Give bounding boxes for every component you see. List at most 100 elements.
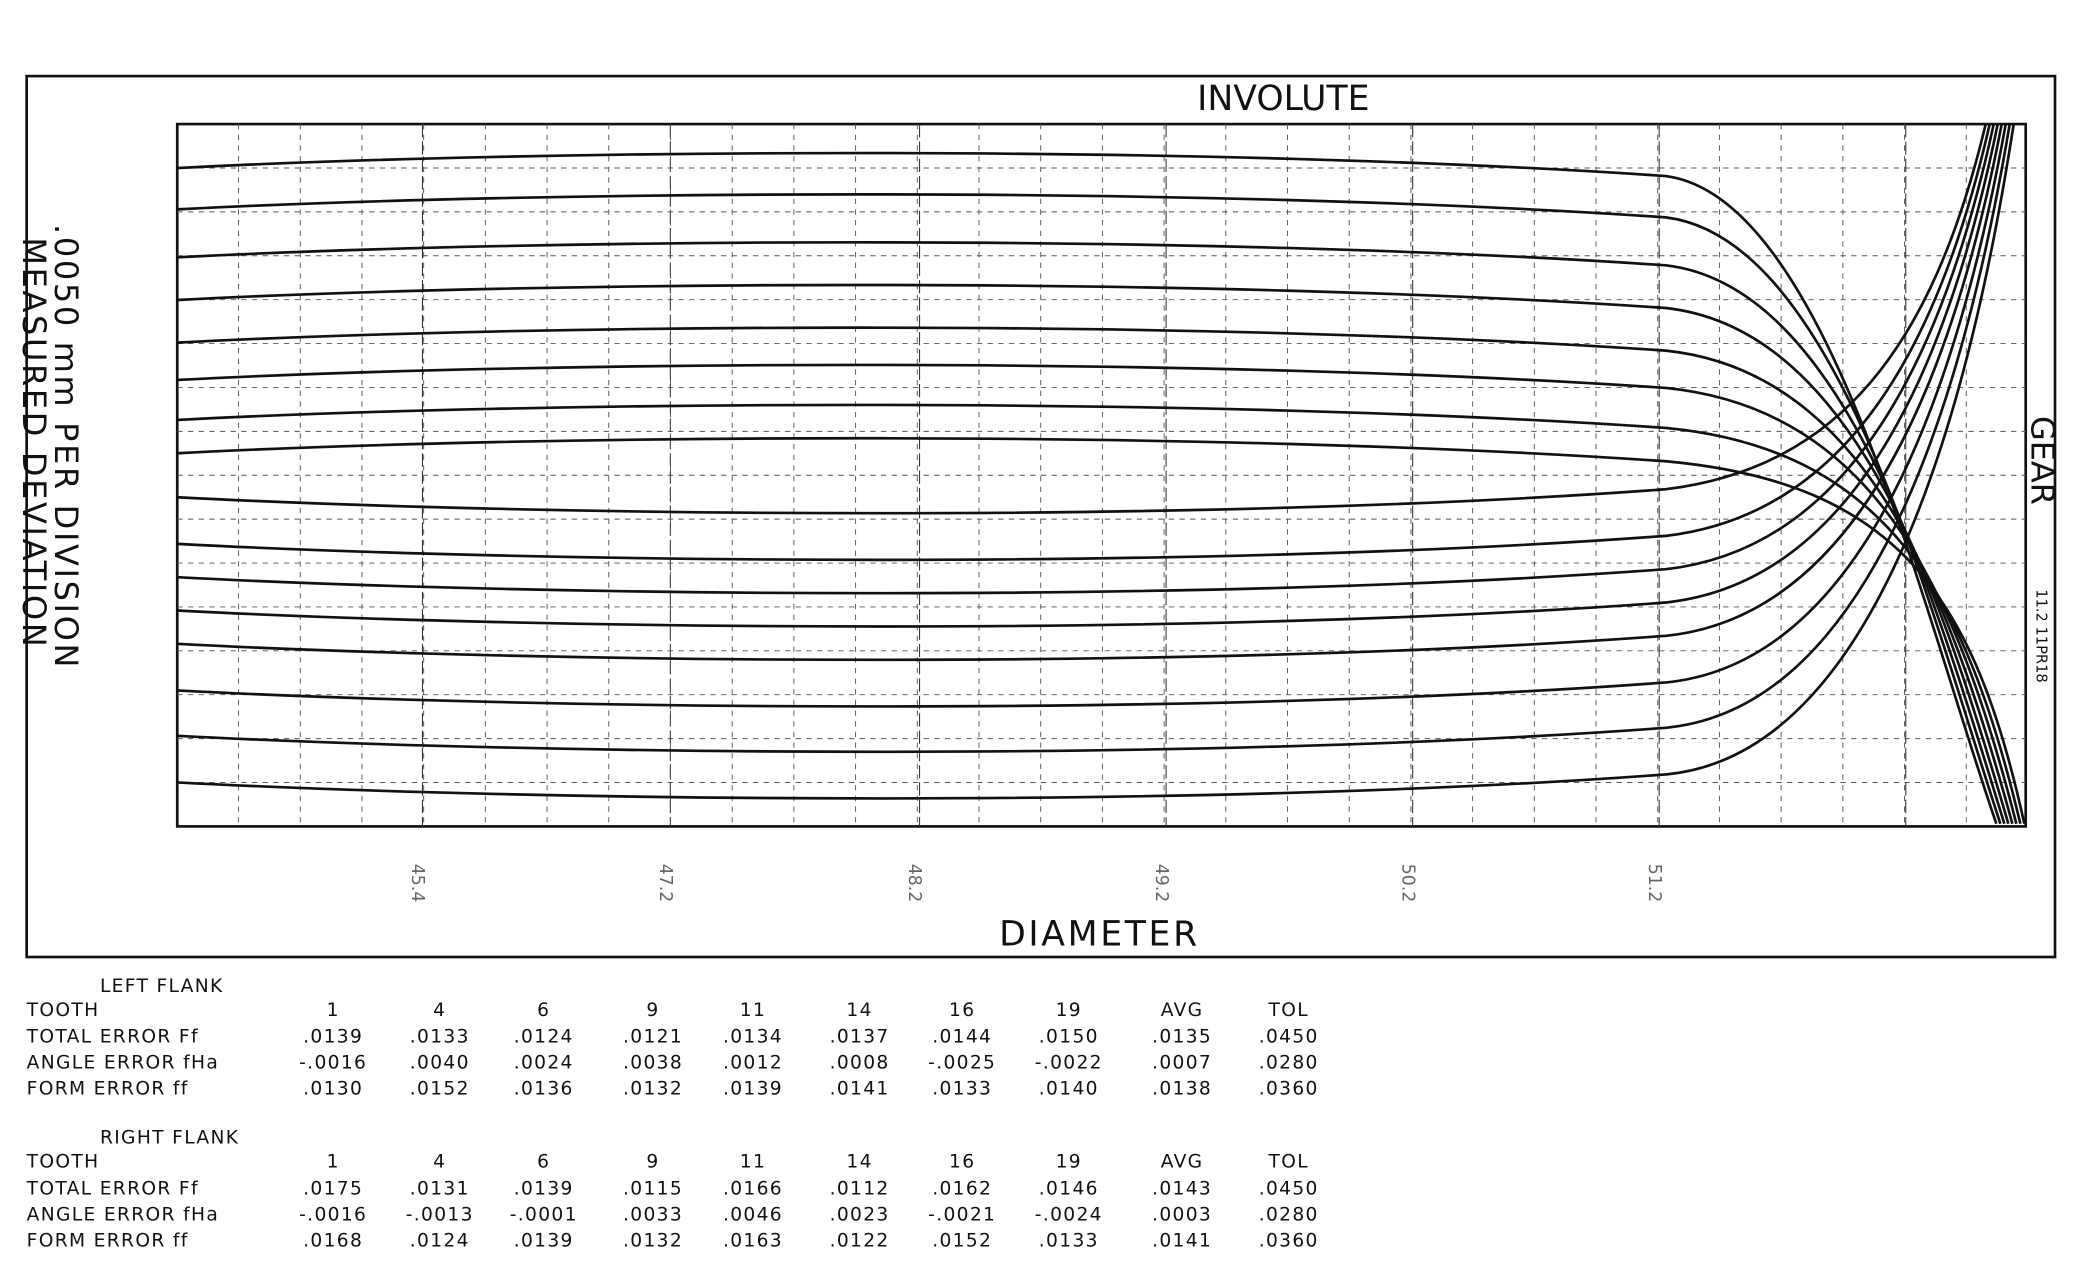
table-cell: .0131 xyxy=(410,1178,470,1199)
table-header: TOL xyxy=(1267,1000,1308,1021)
table-header: 11 xyxy=(740,1000,766,1021)
x-tick-label: 51.2 xyxy=(1644,864,1664,903)
table-header: 9 xyxy=(646,1152,659,1173)
table-cell: TOTAL ERROR Ff xyxy=(26,1026,199,1047)
table-cell: .0112 xyxy=(830,1178,890,1199)
trace xyxy=(177,123,1992,562)
traces xyxy=(177,123,2026,825)
table-cell: -.0013 xyxy=(406,1204,474,1225)
table-cell: FORM ERROR ff xyxy=(27,1078,189,1099)
table-cell: .0121 xyxy=(623,1026,683,1047)
table-header: 4 xyxy=(433,1152,446,1173)
table-cell: .0150 xyxy=(1039,1026,1099,1047)
table-cell: .0146 xyxy=(1039,1178,1099,1199)
table-cell: ANGLE ERROR fHa xyxy=(27,1052,219,1073)
table-cell: -.0025 xyxy=(928,1052,996,1073)
table-header: 14 xyxy=(846,1000,872,1021)
table-cell: .0124 xyxy=(410,1230,470,1251)
x-label: DIAMETER xyxy=(999,915,1200,955)
x-tick-label: 45.4 xyxy=(407,864,427,903)
table-cell: .0046 xyxy=(723,1204,783,1225)
side-label: GEAR xyxy=(2023,416,2061,505)
table-cell: .0136 xyxy=(514,1078,574,1099)
table-cell: -.0024 xyxy=(1035,1204,1103,1225)
table-cell: .0168 xyxy=(303,1230,363,1251)
x-ticks: 45.4 47.2 48.2 49.2 50.2 51.2 xyxy=(407,864,1664,903)
table-cell: .0360 xyxy=(1259,1078,1319,1099)
table-cell: FORM ERROR ff xyxy=(27,1230,189,1251)
table-header: 19 xyxy=(1056,1152,1082,1173)
y-label: .0050 mm PER DIVISION xyxy=(47,224,85,670)
table-cell: .0162 xyxy=(932,1178,992,1199)
table-cell: -.0021 xyxy=(928,1204,996,1225)
trace xyxy=(177,123,2004,662)
table-header: TOOTH xyxy=(26,1000,100,1021)
table-header: 16 xyxy=(949,1000,975,1021)
table-cell: .0040 xyxy=(410,1052,470,1073)
table-cell: .0137 xyxy=(830,1026,890,1047)
table-cell: -.0016 xyxy=(299,1052,367,1073)
table-cell: .0023 xyxy=(830,1204,890,1225)
table-cell: .0166 xyxy=(723,1178,783,1199)
table-header: 16 xyxy=(949,1152,975,1173)
table-header: 14 xyxy=(846,1152,872,1173)
title: INVOLUTE xyxy=(1197,79,1369,119)
table-header: 9 xyxy=(646,1000,659,1021)
trace xyxy=(177,436,2026,825)
table-cell: .0280 xyxy=(1259,1052,1319,1073)
table-cell: .0122 xyxy=(830,1230,890,1251)
table-cell: .0133 xyxy=(410,1026,470,1047)
table-cell: ANGLE ERROR fHa xyxy=(27,1204,219,1225)
table-cell: .0140 xyxy=(1039,1078,1099,1099)
table-cell: .0008 xyxy=(830,1052,890,1073)
table-header: 4 xyxy=(433,1000,446,1021)
trace xyxy=(177,151,1998,825)
table-cell: .0133 xyxy=(1039,1230,1099,1251)
trace xyxy=(177,123,2000,628)
table-cell: .0024 xyxy=(514,1052,574,1073)
trace xyxy=(177,123,2012,754)
table-cell: .0141 xyxy=(1152,1230,1212,1251)
table-cell: .0138 xyxy=(1152,1078,1212,1099)
table-header: 6 xyxy=(537,1000,550,1021)
table-cell: .0132 xyxy=(623,1230,683,1251)
table-cell: .0143 xyxy=(1152,1178,1212,1199)
table-cell: .0152 xyxy=(932,1230,992,1251)
table-header: 1 xyxy=(327,1152,340,1173)
x-tick-label: 47.2 xyxy=(655,864,675,903)
table-header: AVG xyxy=(1161,1152,1204,1173)
table-cell: .0139 xyxy=(514,1178,574,1199)
table-cell: .0163 xyxy=(723,1230,783,1251)
table-cell: .0012 xyxy=(723,1052,783,1073)
table-cell: .0139 xyxy=(514,1230,574,1251)
y-label: MEASURED DEVIATION xyxy=(15,237,53,649)
table-cell: .0133 xyxy=(932,1078,992,1099)
table-cell: .0450 xyxy=(1259,1026,1319,1047)
table-cell: .0124 xyxy=(514,1026,574,1047)
table-cell: -.0022 xyxy=(1035,1052,1103,1073)
table-cell: .0141 xyxy=(830,1078,890,1099)
table-cell: .0450 xyxy=(1259,1178,1319,1199)
trace xyxy=(177,123,1996,595)
table-title: RIGHT FLANK xyxy=(100,1128,239,1149)
table-header: TOL xyxy=(1267,1152,1308,1173)
table-header: AVG xyxy=(1161,1000,1204,1021)
x-tick-label: 50.2 xyxy=(1397,864,1417,903)
table-cell: .0033 xyxy=(623,1204,683,1225)
table-cell: .0175 xyxy=(303,1178,363,1199)
table-cell: -.0001 xyxy=(510,1204,578,1225)
table-cell: .0132 xyxy=(623,1078,683,1099)
table-cell: .0007 xyxy=(1152,1052,1212,1073)
grid xyxy=(177,124,2026,827)
table-cell: -.0016 xyxy=(299,1204,367,1225)
x-tick-label: 48.2 xyxy=(904,864,924,903)
table-cell: .0139 xyxy=(723,1078,783,1099)
table-title: LEFT FLANK xyxy=(100,976,224,997)
table-cell: .0152 xyxy=(410,1078,470,1099)
table-cell: .0139 xyxy=(303,1026,363,1047)
side-code: 11.2 11PR18 xyxy=(2032,589,2049,683)
table-header: TOOTH xyxy=(26,1152,100,1173)
table-cell: .0144 xyxy=(932,1026,992,1047)
table-cell: .0360 xyxy=(1259,1230,1319,1251)
